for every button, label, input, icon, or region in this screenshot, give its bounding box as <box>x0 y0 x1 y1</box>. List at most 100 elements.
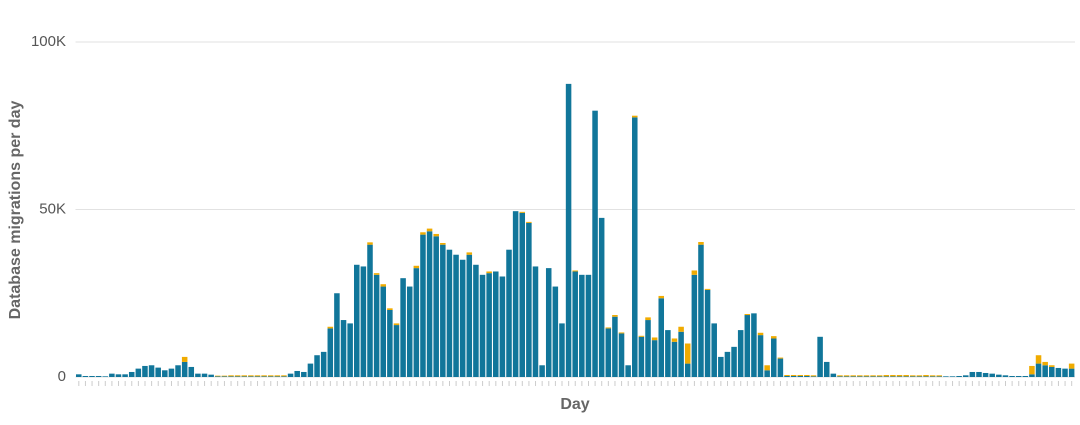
bar-segment <box>1062 368 1068 377</box>
bar-segment <box>618 332 625 334</box>
bar-segment <box>155 367 161 377</box>
bar-segment <box>870 376 876 377</box>
bar-segment <box>327 328 334 377</box>
bar-segment <box>976 371 982 377</box>
bar-segment <box>1009 375 1015 377</box>
bar-segment <box>598 217 605 377</box>
bar-segment <box>678 331 684 377</box>
bar-segment <box>936 375 943 377</box>
bar-segment <box>413 265 420 269</box>
bar-segment <box>823 361 830 377</box>
bar-segment <box>453 254 459 377</box>
bar-segment <box>241 376 247 377</box>
bar-segment <box>632 117 638 377</box>
bar-segment <box>360 266 367 377</box>
bar-segment <box>929 376 936 377</box>
bar-segment <box>665 330 671 377</box>
bar-segment <box>1049 366 1055 377</box>
bar-segment <box>876 375 883 377</box>
bar-segment <box>486 273 492 377</box>
bar-segment <box>876 376 883 377</box>
bar-segment <box>658 295 665 299</box>
bar-segment <box>790 374 797 376</box>
bar-segment <box>1042 365 1048 377</box>
bar-segment <box>923 376 929 377</box>
bar-segment <box>916 376 923 377</box>
bar-segment <box>506 249 512 377</box>
bar-segment <box>764 365 770 371</box>
bar-segment <box>671 338 678 342</box>
bar-segment <box>896 374 903 377</box>
bar-segment <box>857 376 863 377</box>
bar-segment <box>810 376 817 377</box>
bar-segment <box>731 346 737 377</box>
bar-segment <box>254 376 261 377</box>
bar-segment <box>440 244 446 377</box>
bar-segment <box>400 278 406 377</box>
bar-segment <box>658 298 665 377</box>
bar-segment <box>704 289 711 377</box>
bar-segment <box>1068 363 1075 369</box>
bar-segment <box>466 254 473 377</box>
bar-segment <box>996 374 1002 377</box>
bar-segment <box>433 236 439 377</box>
bar-segment <box>248 376 254 377</box>
bar-segment <box>261 376 267 377</box>
bar-segment <box>910 375 916 377</box>
bar-segment <box>373 274 380 377</box>
bar-segment <box>618 333 625 377</box>
bar-segment <box>426 228 433 232</box>
bar-segment <box>837 375 843 377</box>
bar-segment <box>684 343 691 364</box>
bar-segment <box>857 375 863 377</box>
bar-segment <box>539 365 545 377</box>
bar-segment <box>896 376 903 377</box>
bar-segment <box>135 368 142 377</box>
bar-segment <box>162 370 168 377</box>
bar-segment <box>830 373 837 377</box>
y-axis-label: Database migrations per day <box>7 101 24 320</box>
bar-segment <box>248 375 254 377</box>
bar-segment <box>281 375 287 377</box>
bar-segment <box>870 375 876 377</box>
bar-segment <box>128 371 135 377</box>
bar-segment <box>102 376 108 377</box>
bar-segment <box>519 212 526 377</box>
bar-segment <box>943 376 949 377</box>
bar-segment <box>704 288 711 290</box>
bar-segment <box>777 358 784 377</box>
bar-segment <box>671 341 678 377</box>
bar-segment <box>910 376 916 377</box>
bar-segment <box>380 284 387 287</box>
bar-segment <box>493 271 499 377</box>
bar-segment <box>638 335 645 337</box>
bar-segment <box>777 357 784 359</box>
bar-segment <box>1015 375 1022 377</box>
bar-segment <box>989 373 995 377</box>
bar-segment <box>797 374 804 376</box>
bar-segment <box>684 363 691 377</box>
bar-segment <box>949 376 956 377</box>
bar-segment <box>632 115 638 118</box>
bar-segment <box>327 326 334 329</box>
bar-segment <box>314 355 320 377</box>
bar-segment <box>552 286 559 377</box>
bar-segment <box>784 374 790 376</box>
bar-segment <box>526 222 532 377</box>
x-axis-label: Day <box>560 396 589 413</box>
bar-segment <box>691 274 698 377</box>
bar-segment <box>201 373 208 377</box>
bar-segment <box>479 274 486 377</box>
bar-segment <box>936 376 943 377</box>
bar-segment <box>387 310 393 377</box>
bar-segment <box>817 336 823 377</box>
bar-segment <box>843 375 850 377</box>
bar-segment <box>850 376 856 377</box>
bar-segment <box>532 266 539 377</box>
bar-segment <box>790 375 797 377</box>
bar-segment <box>215 376 221 377</box>
bar-segment <box>969 371 976 377</box>
bar-segment <box>718 356 724 377</box>
bar-segment <box>393 325 400 377</box>
